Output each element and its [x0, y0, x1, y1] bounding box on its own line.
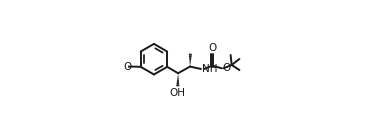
Text: O: O [208, 43, 216, 53]
Text: O: O [223, 63, 231, 73]
Text: O: O [123, 62, 131, 72]
Text: NH: NH [202, 64, 217, 74]
Text: OH: OH [170, 88, 186, 98]
